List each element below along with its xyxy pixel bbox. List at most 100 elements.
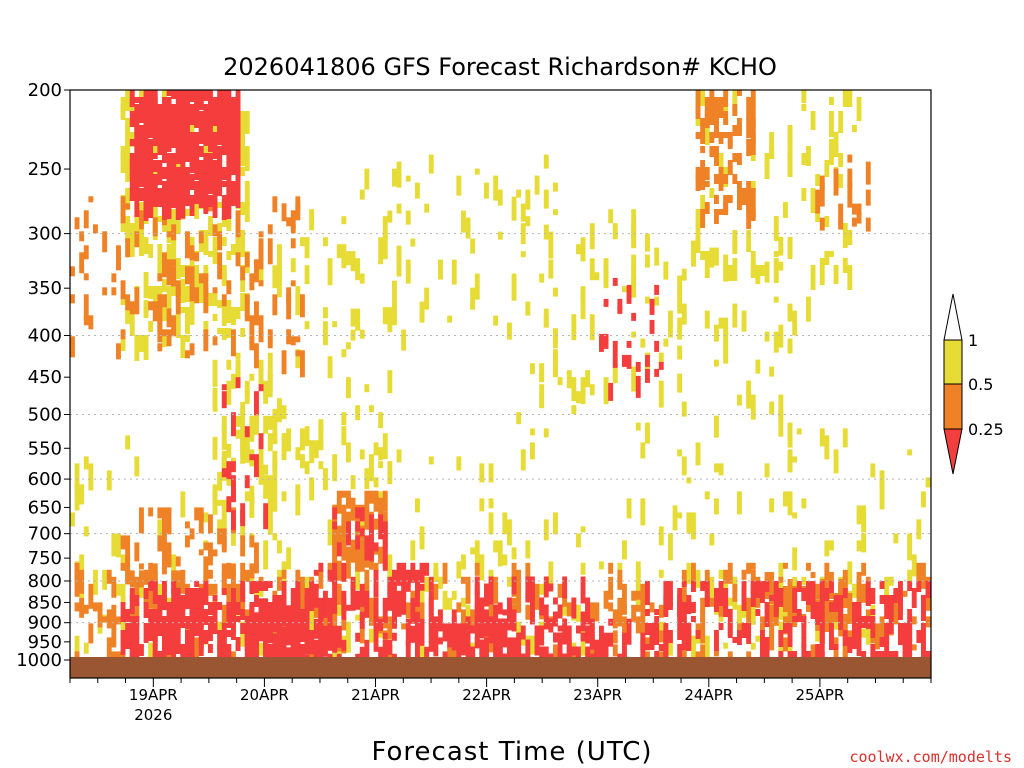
heatmap-cell: [120, 329, 126, 340]
heatmap-cell: [240, 588, 246, 602]
heatmap-cell: [175, 111, 181, 120]
heatmap-cell: [553, 632, 558, 643]
heatmap-cell: [327, 356, 333, 379]
heatmap-cell: [704, 202, 710, 214]
heatmap-cell: [847, 168, 853, 189]
heatmap-cell: [258, 280, 264, 287]
heatmap-cell: [162, 307, 167, 321]
heatmap-cell: [171, 315, 177, 337]
heatmap-cell: [433, 616, 439, 640]
heatmap-cell: [387, 554, 393, 575]
heatmap-cell: [79, 252, 85, 274]
heatmap-cell: [401, 623, 407, 630]
heatmap-cell: [709, 247, 715, 268]
heatmap-cell: [884, 595, 890, 605]
heatmap-cell: [212, 436, 218, 460]
heatmap-cell: [125, 90, 131, 111]
heatmap-cell: [194, 195, 200, 204]
heatmap-cell: [208, 602, 213, 614]
heatmap-cell: [419, 569, 425, 583]
heatmap-cell: [824, 435, 830, 460]
heatmap-cell: [801, 188, 807, 201]
heatmap-cell: [612, 277, 618, 286]
heatmap-cell: [847, 90, 853, 107]
heatmap-cell: [350, 475, 356, 490]
heatmap-cell: [842, 593, 848, 608]
heatmap-cell: [769, 572, 775, 596]
heatmap-cell: [677, 449, 683, 457]
heatmap-cell: [553, 597, 558, 605]
heatmap-cell: [235, 160, 241, 170]
heatmap-cell: [148, 139, 154, 147]
heatmap-cell: [102, 287, 108, 296]
legend-label: 0.25: [968, 420, 1004, 439]
heatmap-cell: [346, 642, 351, 653]
heatmap-cell: [189, 104, 195, 114]
heatmap-cell: [691, 240, 696, 267]
heatmap-cell: [723, 602, 729, 617]
heatmap-cell: [511, 273, 517, 301]
heatmap-cell: [562, 625, 568, 632]
heatmap-cell: [911, 554, 917, 577]
heatmap-cell: [189, 174, 195, 184]
heatmap-cell: [810, 644, 816, 660]
heatmap-cell: [341, 639, 347, 651]
heatmap-cell: [152, 286, 158, 304]
heatmap-cell: [893, 588, 899, 603]
heatmap-cell: [746, 387, 752, 409]
heatmap-cell: [235, 195, 241, 201]
heatmap-cell: [778, 261, 784, 271]
heatmap-cell: [815, 189, 821, 214]
heatmap-cell: [134, 97, 140, 103]
heatmap-cell: [111, 273, 117, 283]
heatmap-cell: [171, 111, 177, 120]
heatmap-cell: [175, 104, 181, 113]
heatmap-cell: [355, 546, 361, 571]
heatmap-cell: [221, 216, 227, 227]
heatmap-cell: [166, 146, 172, 152]
heatmap-cell: [424, 203, 430, 213]
heatmap-cell: [88, 463, 94, 491]
heatmap-cell: [898, 602, 903, 620]
heatmap-cell: [842, 630, 848, 646]
heatmap-cell: [148, 181, 154, 190]
heatmap-cell: [691, 581, 696, 592]
heatmap-cell: [139, 125, 144, 133]
heatmap-cell: [884, 637, 890, 646]
heatmap-cell: [304, 619, 310, 638]
heatmap-cell: [263, 387, 269, 404]
heatmap-cell: [129, 97, 135, 107]
heatmap-cell: [916, 630, 922, 643]
heatmap-cell: [157, 651, 163, 660]
heatmap-cell: [217, 202, 223, 208]
heatmap-cell: [309, 209, 315, 231]
heatmap-cell: [139, 644, 144, 656]
heatmap-cell: [704, 310, 710, 329]
heatmap-cell: [668, 630, 673, 643]
heatmap-cell: [341, 616, 347, 631]
heatmap-cell: [189, 644, 195, 660]
heatmap-cell: [663, 581, 669, 608]
heatmap-cell: [824, 602, 830, 625]
heatmap-cell: [304, 321, 310, 330]
heatmap-cell: [888, 595, 894, 611]
heatmap-cell: [244, 637, 250, 646]
heatmap-cell: [226, 380, 232, 405]
heatmap-cell: [548, 653, 554, 660]
heatmap-cell: [396, 569, 402, 586]
heatmap-cell: [125, 195, 131, 208]
heatmap-cell: [198, 514, 204, 534]
heatmap-cell: [157, 139, 163, 155]
heatmap-cell: [654, 609, 660, 615]
heatmap-cell: [737, 394, 742, 406]
heatmap-cell: [203, 630, 209, 644]
heatmap-cell: [152, 570, 158, 586]
heatmap-cell: [166, 644, 172, 652]
heatmap-cell: [580, 526, 586, 533]
heatmap-cell: [764, 261, 770, 283]
heatmap-cell: [861, 526, 867, 533]
heatmap-cell: [318, 562, 324, 572]
heatmap-cell: [902, 644, 908, 660]
heatmap-cell: [700, 160, 706, 180]
heatmap-cell: [801, 90, 807, 103]
